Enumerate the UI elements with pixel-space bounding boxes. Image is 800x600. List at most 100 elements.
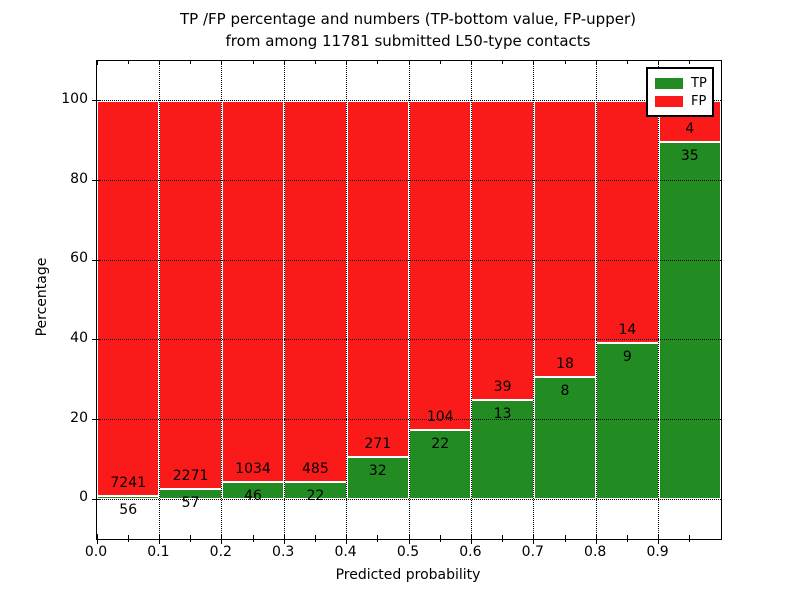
x-tick-label: 0.4 [334, 544, 357, 560]
bar-tp-segment [596, 343, 659, 500]
bar-fp-segment [533, 100, 597, 377]
x-major-tick [221, 534, 223, 544]
x-minor-tick-top [626, 61, 628, 64]
x-major-tick [408, 534, 410, 544]
x-major-tick [533, 534, 535, 544]
y-axis-label: Percentage [34, 257, 50, 337]
x-minor-tick [377, 535, 379, 542]
y-major-tick [92, 180, 101, 181]
chart-title-line-2: from among 11781 submitted L50-type cont… [225, 32, 591, 50]
x-minor-tick [190, 535, 192, 542]
x-tick-label: 0.9 [646, 544, 669, 560]
y-tick-label: 100 [61, 90, 88, 107]
fp-swatch-icon [655, 95, 683, 107]
x-major-tick-top [158, 61, 160, 65]
y-tick-label: 80 [70, 170, 88, 187]
x-major-tick [595, 534, 597, 544]
x-minor-tick [252, 535, 254, 542]
x-minor-tick [689, 535, 691, 542]
grid-line-vertical [158, 61, 160, 539]
tp-count-label: 9 [622, 349, 632, 366]
bar-fp-segment [284, 100, 347, 482]
bar-tp-segment [346, 457, 409, 500]
legend-row-tp: TP [655, 74, 707, 92]
x-minor-tick-top [689, 61, 691, 64]
tp-count-label: 22 [431, 435, 450, 452]
tp-count-label: 46 [244, 488, 262, 505]
x-tick-label: 0.8 [584, 544, 607, 560]
bar-fp-segment [159, 100, 222, 490]
x-minor-tick-top [564, 61, 566, 64]
y-tick-label: 20 [70, 409, 88, 426]
x-major-tick-top [595, 61, 597, 65]
x-minor-tick [127, 535, 129, 542]
x-minor-tick [314, 535, 316, 542]
tp-swatch-icon [655, 77, 683, 89]
x-major-tick [96, 534, 98, 544]
grid-line-vertical [221, 61, 223, 539]
bar-tp-segment [658, 141, 721, 500]
tp-count-label: 32 [368, 463, 387, 480]
x-minor-tick [502, 535, 504, 542]
tp-count-label: 56 [119, 502, 138, 519]
x-minor-tick-top [377, 61, 379, 64]
fp-count-label: 485 [302, 460, 329, 477]
x-minor-tick-top [502, 61, 504, 64]
x-minor-tick [626, 535, 628, 542]
bar-tp-segment [221, 482, 285, 500]
legend-label-fp: FP [691, 93, 707, 109]
grid-line-vertical [408, 61, 410, 539]
bar-fp-segment [471, 100, 534, 400]
x-minor-tick-top [127, 61, 129, 64]
fp-count-label: 4 [685, 120, 695, 137]
x-tick-label: 0.3 [272, 544, 295, 560]
tp-count-label: 13 [493, 405, 512, 422]
x-major-tick-top [96, 61, 98, 65]
fp-count-label: 18 [556, 355, 574, 372]
x-minor-tick-top [252, 61, 254, 64]
bar-tp-segment [284, 481, 347, 500]
bar-fp-segment [596, 100, 659, 344]
plot-area: 7241 56 2271 57 1034 46 485 22 271 32 104 22 39 13 18 8… [92, 60, 722, 544]
fp-count-label: 104 [426, 408, 454, 425]
fp-count-label: 1034 [235, 461, 271, 478]
x-tick-label: 0.0 [84, 544, 108, 560]
legend: TP FP [646, 67, 714, 117]
legend-label-tp: TP [691, 75, 707, 91]
x-major-tick-top [658, 61, 660, 65]
x-major-tick-top [470, 61, 472, 65]
x-minor-tick-top [439, 61, 441, 64]
grid-line-vertical [470, 61, 472, 539]
x-minor-tick [564, 535, 566, 542]
bar-fp-segment [409, 100, 472, 430]
x-major-tick [658, 534, 660, 544]
x-tick-label: 0.7 [521, 544, 544, 560]
fp-count-label: 271 [364, 436, 392, 453]
fp-count-label: 2271 [172, 468, 209, 485]
x-major-tick [470, 534, 472, 544]
x-tick-label: 0.2 [209, 544, 232, 560]
x-tick-label: 0.1 [147, 544, 170, 560]
grid-line-vertical [346, 61, 348, 539]
chart-title-line-1: TP /FP percentage and numbers (TP-bottom… [180, 10, 636, 28]
x-tick-label: 0.6 [459, 544, 482, 560]
x-major-tick-top [221, 61, 223, 65]
x-tick-label: 0.5 [396, 544, 420, 560]
x-major-tick-top [533, 61, 535, 65]
x-major-tick [346, 534, 348, 544]
y-major-tick [92, 100, 101, 102]
bar-tp-segment [97, 496, 160, 500]
tp-count-label: 22 [306, 487, 325, 504]
grid-line-vertical [533, 61, 535, 539]
y-tick-label: 60 [70, 250, 88, 267]
fp-count-label: 7241 [110, 475, 147, 492]
y-major-tick [92, 498, 101, 500]
grid-line-vertical [595, 61, 597, 539]
legend-row-fp: FP [655, 92, 707, 110]
tp-count-label: 57 [181, 495, 200, 512]
x-major-tick-top [283, 61, 285, 65]
y-major-tick [92, 419, 101, 420]
tp-count-label: 8 [560, 382, 570, 399]
x-minor-tick-top [190, 61, 192, 64]
